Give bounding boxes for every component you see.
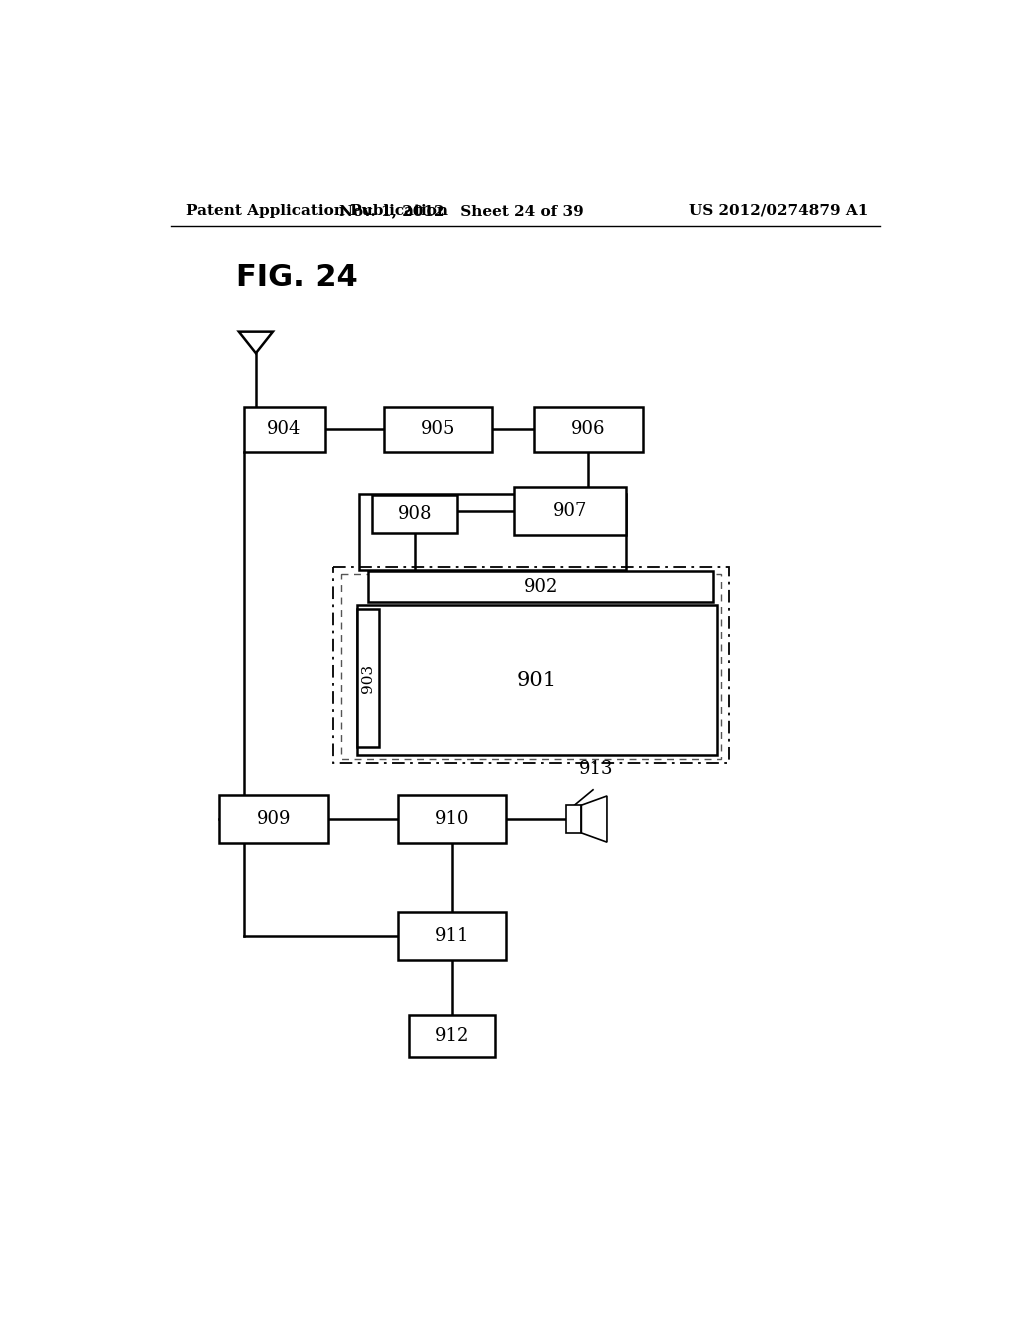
Text: 909: 909 [256, 810, 291, 828]
Bar [514, 487, 626, 535]
Bar [410, 1015, 495, 1057]
Text: 913: 913 [579, 760, 613, 779]
Text: Nov. 1, 2012   Sheet 24 of 39: Nov. 1, 2012 Sheet 24 of 39 [339, 203, 584, 218]
Bar [356, 605, 717, 755]
Text: 912: 912 [435, 1027, 469, 1045]
Bar [535, 407, 643, 451]
Bar [566, 805, 582, 833]
Bar [359, 494, 627, 570]
Bar [341, 574, 721, 759]
Bar [397, 795, 506, 843]
Bar [244, 407, 326, 451]
Text: Patent Application Publication: Patent Application Publication [186, 203, 449, 218]
Text: 904: 904 [267, 421, 302, 438]
Bar [357, 609, 379, 747]
Bar [384, 407, 493, 451]
Text: 901: 901 [517, 671, 557, 689]
Text: 906: 906 [571, 421, 605, 438]
Text: 902: 902 [523, 578, 558, 595]
Bar [369, 572, 713, 602]
Bar [372, 495, 458, 533]
Text: 908: 908 [397, 506, 432, 523]
Bar [334, 566, 729, 763]
Text: FIG. 24: FIG. 24 [237, 263, 358, 292]
Text: 911: 911 [435, 927, 469, 945]
Text: 907: 907 [553, 502, 587, 520]
Text: 903: 903 [361, 664, 375, 693]
Text: 905: 905 [421, 421, 456, 438]
Bar [397, 912, 506, 960]
Bar [219, 795, 328, 843]
Text: US 2012/0274879 A1: US 2012/0274879 A1 [689, 203, 868, 218]
Text: 910: 910 [435, 810, 469, 828]
